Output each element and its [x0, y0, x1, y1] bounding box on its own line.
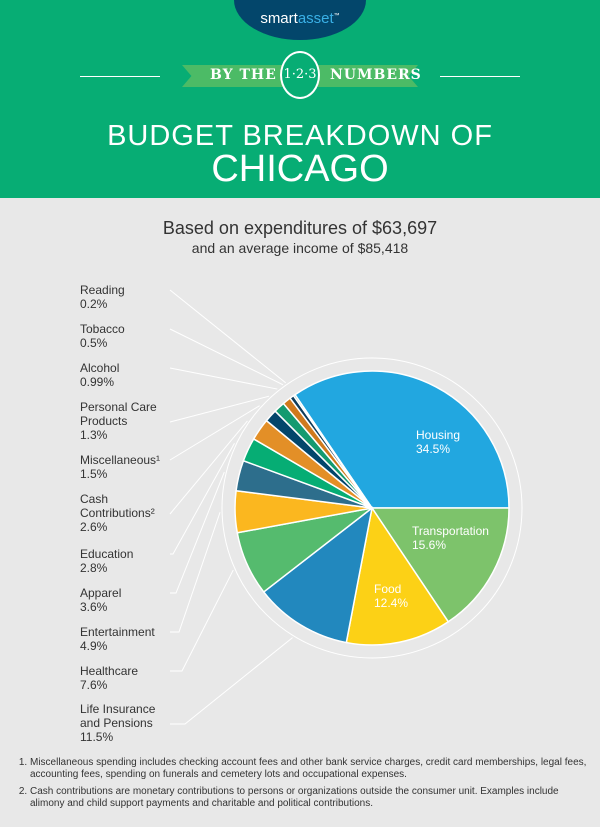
header: smartasset™ BY THE 1·2·3 NUMBERS BUDGET …: [0, 0, 600, 198]
banner-left-text: BY THE: [210, 67, 277, 83]
leader-line: [170, 569, 234, 672]
slice-label: Transportation 15.6%: [412, 524, 489, 552]
leader-line: [169, 328, 284, 386]
slice-label-value: 15.6%: [412, 538, 447, 552]
trademark: ™: [333, 13, 340, 19]
slice-label-value: 34.5%: [416, 442, 451, 456]
slice-label-name: Miscellaneous¹: [80, 453, 161, 467]
slice-label: Food 12.4%: [374, 582, 408, 610]
leader-line: [170, 512, 221, 633]
slice-label-name: Education: [80, 547, 134, 561]
slice-label-value: 4.9%: [80, 639, 108, 653]
leader-line: [169, 289, 287, 384]
pie-slice-housing: [293, 370, 510, 509]
slice-label: Housing 34.5%: [416, 428, 460, 456]
slice-label: Education 2.8%: [80, 547, 133, 575]
leader-line: [169, 367, 278, 390]
subtitle-expenditures: Based on expenditures of $63,697: [162, 218, 438, 238]
slice-label-value: 1.5%: [80, 467, 108, 481]
slice-label-value: 2.8%: [80, 561, 108, 575]
leader-line: [169, 405, 260, 461]
slice-label-value: 1.3%: [80, 428, 108, 442]
slice-label-value: 0.5%: [80, 336, 108, 350]
slice-label-value: 2.6%: [80, 520, 108, 534]
subtitle-income: and an average income of $85,418: [191, 240, 409, 256]
slice-label-value: 12.4%: [374, 596, 409, 610]
pie-slice-reading: [292, 393, 373, 509]
slice-label-name: Life Insurance and Pensions: [80, 702, 156, 730]
slice-label: Tobacco 0.5%: [80, 322, 125, 350]
leader-line: [170, 471, 225, 594]
slice-label: Miscellaneous¹ 1.5%: [80, 453, 160, 481]
page-title: BUDGET BREAKDOWN OF: [107, 120, 493, 152]
logo-text: smart: [260, 10, 298, 27]
slice-label-name: Cash Contributions²: [80, 492, 155, 520]
slice-label: Reading 0.2%: [80, 283, 125, 311]
banner-badge: 1·2·3: [280, 51, 320, 99]
divider: [440, 76, 520, 77]
slice-label-value: 0.2%: [80, 297, 108, 311]
city-title: CHICAGO: [211, 148, 389, 190]
leader-line: [170, 637, 293, 725]
pie-outer-ring: [221, 357, 523, 659]
banner-right-text: NUMBERS: [330, 67, 422, 83]
slice-label-value: 7.6%: [80, 678, 108, 692]
slice-label: Healthcare 7.6%: [80, 664, 138, 692]
pie-slice-life-insurance-and-pensions: [262, 506, 374, 644]
slice-label: Apparel 3.6%: [80, 586, 121, 614]
slice-label-name: Apparel: [80, 586, 122, 600]
slice-label: Cash Contributions² 2.6%: [80, 492, 170, 534]
footnote-2: Cash contributions are monetary contribu…: [30, 786, 589, 810]
leader-line: [169, 395, 270, 423]
logo-text-accent: asset: [297, 10, 334, 27]
footnote-1: Miscellaneous spending includes checking…: [30, 757, 589, 781]
slice-label-name: Transportation: [412, 524, 489, 538]
slice-label-name: Entertainment: [80, 625, 155, 639]
slice-label-name: Alcohol: [80, 361, 120, 375]
slice-label-value: 3.6%: [80, 600, 108, 614]
leader-line: [170, 442, 235, 555]
leader-line: [169, 420, 248, 515]
slice-label-name: Reading: [80, 283, 125, 297]
slice-label: Personal Care Products 1.3%: [80, 400, 170, 442]
slice-label-name: Personal Care Products: [80, 400, 157, 428]
slice-label: Entertainment 4.9%: [80, 625, 155, 653]
slice-label-name: Healthcare: [80, 664, 139, 678]
slice-label-name: Tobacco: [80, 322, 125, 336]
slice-label-value: 0.99%: [80, 375, 115, 389]
slice-label: Life Insurance and Pensions 11.5%: [80, 702, 170, 744]
slice-label-value: 11.5%: [80, 730, 114, 744]
divider: [80, 76, 160, 77]
slice-label-name: Housing: [416, 428, 461, 442]
slice-label: Alcohol 0.99%: [80, 361, 119, 389]
pie-slice-transportation: [370, 507, 510, 623]
slice-label-name: Food: [374, 582, 402, 596]
footnotes: Miscellaneous spending includes checking…: [14, 757, 589, 815]
pie-slice-food: [345, 506, 450, 646]
